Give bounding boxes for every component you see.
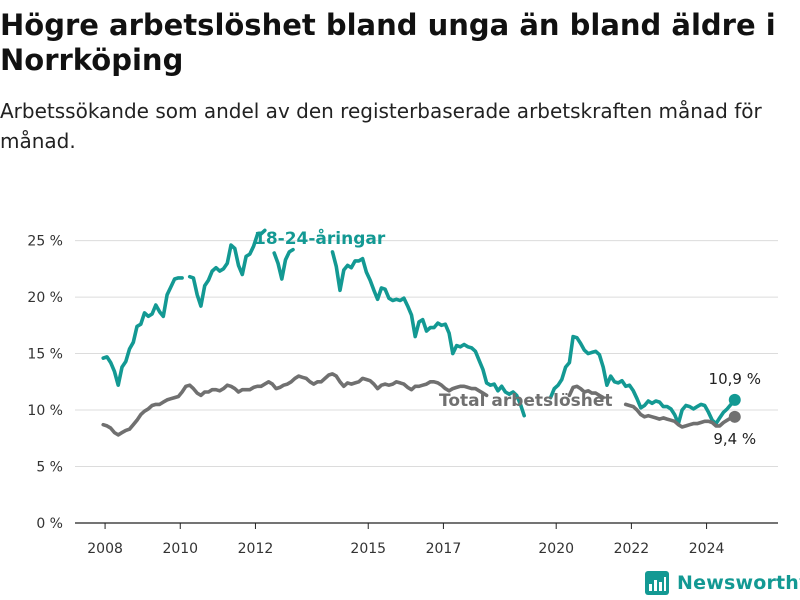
x-tick-label: 2008 — [87, 541, 123, 557]
x-tick-label: 2020 — [538, 541, 574, 557]
newsworthy-logo: Newsworthy — [645, 569, 800, 597]
y-axis: 0 % 5 % 10 % 15 % 20 % 25 % — [27, 234, 63, 532]
total-series-label: Total arbetslöshet — [439, 391, 613, 411]
total-line — [567, 384, 605, 400]
page-subtitle: Arbetssökande som andel av den registerb… — [0, 99, 762, 153]
total-line — [101, 372, 489, 437]
y-tick-label: 20 % — [27, 290, 63, 306]
x-tick-label: 2017 — [426, 541, 462, 557]
brand-name: Newsworthy — [677, 572, 800, 594]
series-labels: 18-24-åringar Total arbetslöshet 10,9 % 9,4… — [254, 227, 761, 448]
youth-line — [272, 247, 295, 281]
y-tick-label: 15 % — [27, 347, 63, 363]
total-line — [623, 402, 737, 429]
youth-line — [330, 250, 526, 418]
x-tick-label: 2010 — [162, 541, 198, 557]
y-tick-label: 10 % — [27, 403, 63, 419]
x-axis: 2008 2010 2012 2015 2017 2020 2022 2024 — [87, 523, 724, 557]
youth-line — [548, 334, 737, 426]
youth-line — [101, 276, 184, 387]
x-tick-label: 2012 — [238, 541, 274, 557]
total-end-point — [728, 410, 741, 423]
page-title: Högre arbetslöshet bland unga än bland ä… — [0, 8, 776, 77]
x-tick-label: 2024 — [689, 541, 725, 557]
y-tick-label: 25 % — [27, 234, 63, 250]
youth-line — [187, 228, 267, 308]
youth-end-label: 10,9 % — [709, 370, 761, 388]
bar-chart-icon — [645, 571, 669, 595]
series-lines — [101, 228, 741, 437]
y-tick-label: 0 % — [36, 516, 63, 532]
y-tick-label: 5 % — [36, 460, 63, 476]
total-end-label: 9,4 % — [713, 430, 756, 448]
youth-series-label: 18-24-åringar — [254, 227, 386, 249]
youth-end-point — [728, 393, 741, 406]
gridlines — [75, 240, 778, 524]
x-tick-label: 2022 — [614, 541, 650, 557]
x-tick-label: 2015 — [350, 541, 386, 557]
